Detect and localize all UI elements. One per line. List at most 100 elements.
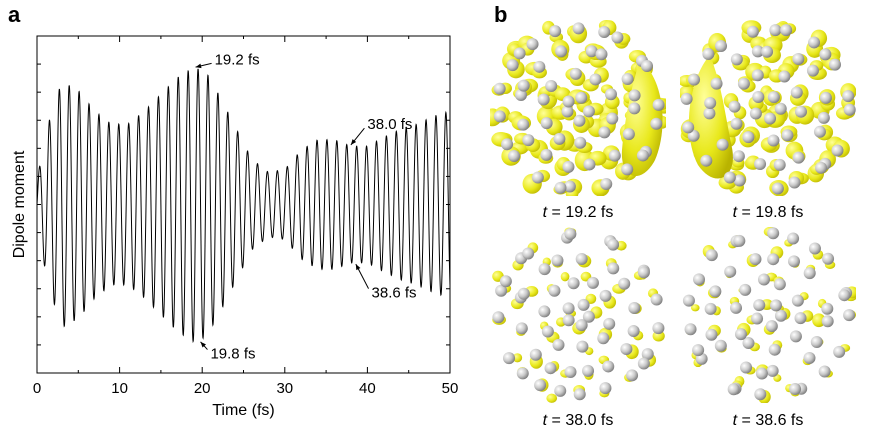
carbon-atom <box>730 117 743 130</box>
carbon-atom <box>636 149 649 162</box>
carbon-atom <box>628 102 641 115</box>
carbon-atom <box>577 298 590 311</box>
carbon-atom <box>751 312 764 325</box>
carbon-atom <box>770 299 783 312</box>
carbon-atom <box>790 86 803 99</box>
carbon-atom <box>704 97 717 110</box>
carbon-atom <box>682 121 695 134</box>
carbon-atom <box>742 337 755 350</box>
carbon-atom <box>549 25 562 38</box>
carbon-atom <box>787 232 800 245</box>
carbon-atom <box>514 88 527 101</box>
carbon-atom <box>815 161 828 174</box>
carbon-atom <box>637 357 650 370</box>
carbon-atom <box>602 360 615 373</box>
carbon-atom <box>688 73 701 86</box>
carbon-atom <box>585 45 598 58</box>
carbon-atom <box>704 302 717 315</box>
carbon-atom <box>495 284 508 297</box>
carbon-atom <box>541 325 554 338</box>
carbon-atom <box>842 90 855 103</box>
carbon-atom <box>562 160 575 173</box>
carbon-atom <box>831 144 844 157</box>
carbon-atom <box>821 302 834 315</box>
carbon-atom <box>603 317 616 330</box>
carbon-atom <box>626 369 639 382</box>
carbon-atom <box>843 103 856 116</box>
carbon-atom <box>501 138 514 151</box>
carbon-atom <box>843 309 856 322</box>
carbon-atom <box>537 93 550 106</box>
carbon-atom <box>564 365 577 378</box>
carbon-atom <box>700 154 713 167</box>
carbon-atom <box>582 105 595 118</box>
carbon-atom <box>493 110 506 123</box>
carbon-atom <box>808 36 821 49</box>
carbon-atom <box>730 53 743 66</box>
carbon-atom <box>493 82 506 95</box>
carbon-atom <box>573 114 586 127</box>
carbon-atom <box>765 320 778 333</box>
x-tick-label: 10 <box>111 380 128 397</box>
carbon-atom <box>757 273 770 286</box>
carbon-atom <box>628 89 641 102</box>
carbon-atom <box>753 299 766 312</box>
carbon-atom <box>533 60 546 73</box>
carbon-atom <box>791 294 804 307</box>
carbon-atom <box>517 79 530 92</box>
carbon-atom <box>813 125 826 138</box>
carbon-atom <box>693 273 706 286</box>
carbon-atom <box>755 367 768 380</box>
carbon-atom <box>621 73 634 86</box>
carbon-atom <box>522 247 535 260</box>
annotation-arrowhead <box>355 264 361 271</box>
carbon-atom <box>582 310 595 323</box>
carbon-atom <box>682 294 695 307</box>
carbon-atom <box>792 151 805 164</box>
carbon-atom <box>499 275 512 288</box>
carbon-atom <box>586 276 599 289</box>
carbon-atom <box>734 328 747 341</box>
carbon-atom <box>789 330 802 343</box>
carbon-atom <box>598 25 611 38</box>
carbon-atom <box>627 325 640 338</box>
carbon-atom <box>599 289 612 302</box>
carbon-atom <box>733 174 746 187</box>
carbon-atom <box>564 227 577 240</box>
isosurface-lobe <box>512 353 523 363</box>
isosurface-lobe <box>546 393 558 403</box>
isosurface-lobe <box>812 313 826 328</box>
carbon-atom <box>723 171 736 184</box>
carbon-atom <box>622 128 635 141</box>
carbon-atom <box>766 364 779 377</box>
carbon-atom <box>589 73 602 86</box>
carbon-atom <box>730 301 743 314</box>
carbon-atom <box>810 336 823 349</box>
carbon-atom <box>526 38 539 51</box>
carbon-atom <box>833 345 846 358</box>
carbon-atom <box>780 24 793 37</box>
carbon-atom <box>778 70 791 83</box>
carbon-atom <box>552 338 565 351</box>
dipole-moment-chart: 0 10 20 30 40 50 Time (fs) Dipole moment 19.2 fs… <box>11 35 458 419</box>
carbon-atom <box>788 176 801 189</box>
carbon-atom <box>752 90 765 103</box>
carbon-atom <box>715 39 728 52</box>
carbon-atom <box>540 117 553 130</box>
carbon-atom <box>702 48 715 61</box>
carbon-atom <box>595 48 608 61</box>
carbon-atom <box>538 263 551 276</box>
annotation-label: 38.6 fs <box>372 285 417 302</box>
carbon-atom <box>492 311 505 324</box>
carbon-atom <box>607 262 620 275</box>
carbon-atom <box>517 287 530 300</box>
x-tick-label: 0 <box>33 380 41 397</box>
snapshot-caption: t = 19.2 fs <box>542 204 614 221</box>
carbon-atom <box>803 351 816 364</box>
dipole-series-line <box>36 68 451 344</box>
carbon-atom <box>516 367 529 380</box>
carbon-atom <box>569 67 582 80</box>
carbon-atom <box>749 253 762 266</box>
carbon-atom <box>789 383 802 396</box>
carbon-atom <box>572 22 585 35</box>
